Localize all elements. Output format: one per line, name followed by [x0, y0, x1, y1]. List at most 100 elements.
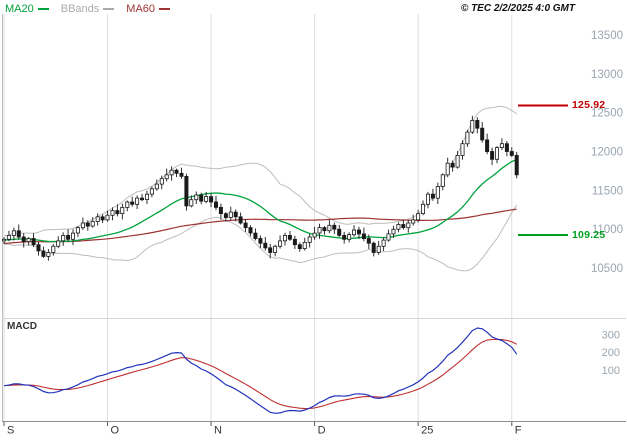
- legend-item-0: MA20: [5, 3, 49, 15]
- candle-body: [317, 227, 322, 234]
- candle-body: [411, 219, 416, 224]
- candle-body: [455, 154, 460, 168]
- macd-tick-label: 200: [602, 347, 620, 359]
- candle-body: [327, 224, 332, 232]
- candle-body: [61, 234, 66, 242]
- candle-body: [194, 194, 199, 201]
- candle-body: [204, 196, 209, 202]
- candle-body: [90, 220, 95, 227]
- candle-body: [16, 230, 21, 238]
- ma20-line-swatch-icon: [37, 8, 49, 10]
- support-price-label: 109.25: [572, 228, 606, 241]
- candle-body: [144, 193, 149, 200]
- candle-body: [376, 245, 381, 253]
- candle-body: [450, 162, 455, 168]
- candle-body: [366, 238, 371, 244]
- candle-body: [258, 238, 263, 244]
- macd-axis-labels: 300 200 100: [602, 330, 620, 377]
- candle-body: [46, 252, 51, 257]
- price-tick-label: 11500: [592, 185, 623, 197]
- legend-item-2: MA60: [126, 3, 171, 15]
- candle-body: [6, 234, 11, 240]
- legend: MA20 BBands MA60: [5, 3, 171, 15]
- macd-signal-line: [4, 338, 517, 410]
- candle-body: [391, 228, 396, 235]
- candle-body: [425, 193, 430, 205]
- candle-body: [21, 236, 26, 243]
- ma60-line-swatch-icon: [159, 8, 171, 10]
- candle-body: [130, 201, 135, 205]
- candle-body: [504, 143, 509, 152]
- candle-body: [189, 199, 194, 207]
- legend-item-1: BBands: [61, 3, 115, 15]
- candle-body: [51, 245, 56, 253]
- candle-body: [332, 224, 337, 230]
- price-tick-label: 12500: [591, 108, 623, 120]
- candle-body: [475, 120, 480, 129]
- price-tick-label: 13000: [591, 69, 623, 81]
- x-axis-label: N: [214, 425, 222, 437]
- bband-lower-line: [3, 204, 518, 272]
- candle-body: [435, 186, 440, 199]
- bband-upper-line: [3, 105, 517, 237]
- ma20-line: [3, 158, 517, 243]
- candle-body: [361, 233, 366, 239]
- candle-body: [41, 250, 46, 257]
- price-axis-labels: 13500 13000 12500 12000 11500 11000 10500: [591, 30, 623, 275]
- candle-body: [322, 227, 327, 232]
- candle-body: [268, 247, 273, 253]
- candle-body: [174, 169, 179, 174]
- candle-body: [337, 228, 342, 236]
- candle-body: [514, 154, 519, 176]
- x-axis-label: D: [318, 425, 326, 437]
- candle-body: [282, 234, 287, 242]
- candle-body: [238, 216, 243, 224]
- candle-body: [199, 194, 204, 202]
- candle-body: [169, 169, 174, 176]
- candle-body: [371, 242, 376, 253]
- candle-body: [273, 245, 278, 253]
- candle-body: [460, 143, 465, 156]
- candle-body: [302, 241, 307, 249]
- price-tick-label: 10500: [591, 263, 623, 275]
- candle-body: [164, 174, 169, 180]
- macd-line: [3, 327, 518, 414]
- candle-body: [342, 234, 347, 240]
- candle-body: [356, 229, 361, 235]
- candle-body: [440, 174, 445, 187]
- candle-body: [154, 183, 159, 190]
- x-axis-label: F: [515, 425, 522, 437]
- candle-body: [490, 151, 495, 160]
- candle-body: [71, 232, 76, 240]
- candle-body: [499, 143, 504, 148]
- candle-body: [228, 211, 233, 218]
- x-axis-label: O: [111, 425, 120, 437]
- candle-body: [351, 229, 356, 236]
- candle-body: [85, 222, 90, 227]
- candle-body: [430, 193, 435, 199]
- candle-body: [135, 197, 140, 205]
- candle-body: [26, 238, 31, 242]
- candle-body: [485, 139, 490, 152]
- candle-body: [209, 196, 214, 203]
- legend-bbands-label: BBands: [60, 3, 100, 15]
- candle-body: [420, 203, 425, 215]
- candle-body: [406, 222, 411, 229]
- candle-body: [287, 234, 292, 240]
- x-axis-label: S: [7, 425, 14, 437]
- bbands-line-swatch-icon: [103, 8, 115, 10]
- candle-body: [11, 230, 16, 236]
- candle-body: [386, 233, 391, 241]
- candle-body: [2, 238, 7, 242]
- candle-body: [95, 216, 100, 222]
- candle-body: [233, 211, 238, 218]
- candle-body: [149, 188, 154, 195]
- ma60-line: [3, 208, 517, 244]
- candle-body: [509, 151, 514, 156]
- candle-body: [312, 232, 317, 238]
- x-axis-labels: S O N D 25 F: [7, 425, 522, 437]
- candle-body: [445, 162, 450, 176]
- candle-body: [278, 240, 283, 247]
- candle-body: [253, 232, 258, 239]
